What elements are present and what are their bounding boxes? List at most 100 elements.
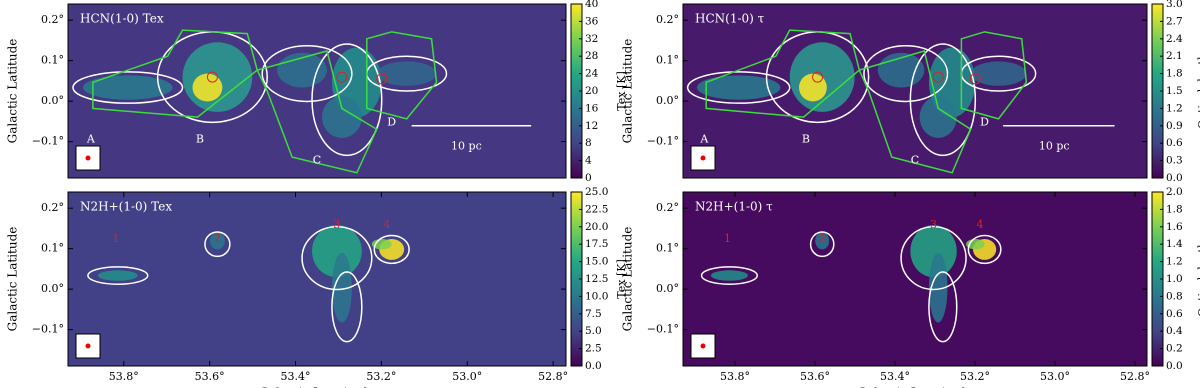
x-tick-label: 53.2° [960,370,990,383]
x-axis-label: Galactic Longitude [857,386,972,388]
annotation: 3 [333,218,340,231]
annotation: 3 [930,218,937,231]
colorbar-tick-label: 0.6 [1166,308,1183,320]
colorbar-tick-label: 32 [585,33,598,45]
emission [312,225,362,278]
colorbar-tick-label: 0.0 [1166,360,1183,372]
contour [909,43,977,157]
clump-marker [206,71,218,83]
clump-marker [812,71,824,83]
colorbar-label: Optical depth [1196,53,1200,129]
beam [85,343,91,349]
contour [301,226,373,291]
x-tick-label: 53.6° [800,370,830,383]
plot-frame [682,3,1148,179]
colorbar-tick-label: 1.2 [1166,102,1183,114]
emission [696,75,781,100]
emission [209,232,225,250]
x-tick-label: 52.8° [1120,370,1150,383]
y-axis-label: Galactic Latitude [6,39,20,144]
colorbar-tick-label: 3.0 [1166,0,1183,10]
y-tick-label: 0.0° [656,94,679,107]
x-axis-label: Galactic Longitude [259,386,374,388]
colorbar-tick-label: 10.0 [585,290,608,302]
annotation: C [313,154,321,167]
emission [928,252,948,323]
colorbar-tick-label: 0.3 [1166,155,1183,167]
annotation: B [196,133,204,146]
colorbar-tick-label: 5.0 [585,325,602,337]
map-image [683,4,1147,178]
colorbar-tick-label: 17.5 [585,238,608,250]
colorbar-tick-label: 0.0 [585,360,602,372]
contour [72,71,184,104]
contour [863,45,949,103]
colorbar-tick-label: 8 [585,137,592,149]
y-tick-label: 0.2° [656,13,679,26]
annotation: A [699,133,709,146]
x-tick-label: 53.2° [366,370,396,383]
y-tick-label: 0.0° [41,94,64,107]
clump-marker [969,73,981,85]
region-outline [256,50,378,174]
emission [82,75,173,100]
colorbar-tick-label: 24 [585,68,599,80]
colorbar-tick-label: 25.0 [585,186,608,198]
y-axis-label: Galactic Latitude [6,227,20,332]
contour [928,271,958,343]
y-tick-label: 0.0° [41,282,64,295]
y-tick-label: 0.2° [41,201,64,214]
colorbar-tick-label: 1.5 [1166,85,1183,97]
x-tick-label: 53.4° [880,370,910,383]
y-tick-label: −0.1° [32,323,64,336]
map-image [68,192,566,366]
annotation: 10 pc [1039,140,1070,153]
y-tick-label: −0.1° [647,323,679,336]
annotation: D [387,115,396,128]
y-tick-label: −0.1° [647,135,679,148]
annotation: 4 [976,218,983,231]
panel-title: HCN(1-0) τ [695,12,765,26]
annotation: 4 [383,218,390,231]
colorbar-tick-label: 40 [585,0,598,10]
colorbar-tick-label: 36 [585,15,599,27]
contour [686,71,791,104]
contour [261,45,353,103]
clump-marker [376,73,388,85]
contour [331,271,363,343]
panel-title: N2H+(1-0) Tex [80,200,172,214]
plot-frame [67,191,567,367]
annotation: 10 pc [451,140,482,153]
map-background [68,192,566,366]
region-outline [92,29,259,118]
emission [331,252,352,323]
emission [799,73,827,102]
colorbar-tick-label: 0.6 [1166,137,1183,149]
annotation: B [802,133,810,146]
annotation: C [911,154,919,167]
contour [900,226,967,291]
emission [192,73,223,102]
colorbar-tick-label: 20 [585,85,598,97]
annotation: 2 [819,232,826,245]
beam [700,343,706,349]
colorbar-tick-label: 28 [585,50,598,62]
x-tick-label: 53.4° [281,370,311,383]
x-tick-label: 53.8° [109,370,139,383]
colorbar-tick-label: 0.8 [1166,290,1183,302]
clump-marker [932,71,944,83]
contour [967,234,1002,265]
contour [204,231,231,258]
colorbar-tick-label: 7.5 [585,308,602,320]
colorbar-tick-label: 1.6 [1166,221,1183,233]
colorbar-tick-label: 1.8 [1166,203,1183,215]
y-tick-label: 0.0° [656,282,679,295]
x-tick-label: 53.6° [195,370,225,383]
colorbar-tick-label: 22.5 [585,203,608,215]
colorbar-tick-label: 12.5 [585,273,608,285]
panel-title: HCN(1-0) Tex [80,12,164,26]
y-tick-label: 0.1° [41,242,64,255]
colorbar-label: Optical depth [1196,241,1200,317]
y-tick-label: 0.2° [41,13,64,26]
